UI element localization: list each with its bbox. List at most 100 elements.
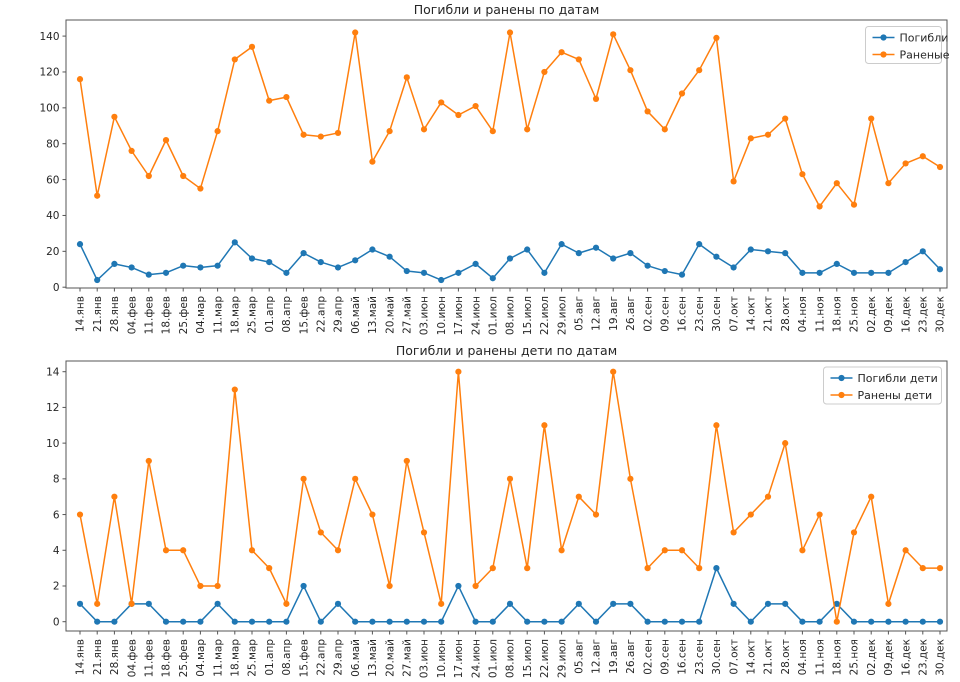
x-tick-label: 26.авг [625,639,637,674]
x-tick-label: 25.ноя [849,296,861,332]
data-point [76,600,84,607]
data-point [506,29,514,36]
x-tick-label: 07.окт [728,296,740,332]
data-point [868,618,875,625]
data-point [180,618,187,625]
data-point [180,172,187,180]
x-tick-label: 04.фев [126,639,138,677]
data-point [386,582,393,590]
data-point [610,368,617,375]
data-point [764,493,772,500]
data-point [610,31,617,38]
data-point [94,276,101,284]
data-point [352,29,359,36]
data-point [506,600,514,607]
x-tick-label: 01.апр [264,639,276,676]
x-tick-label: 01.июл [488,639,500,678]
data-point [592,95,600,102]
data-point [661,618,668,625]
data-point [730,600,737,607]
data-point [764,248,772,255]
data-point [592,244,600,251]
x-tick-label: 11.ноя [814,296,826,332]
data-point [334,129,342,137]
data-point [885,618,892,625]
y-tick-label: 10 [46,438,59,450]
data-point [868,269,875,276]
x-tick-label: 09.дек [883,639,895,676]
data-point [919,153,926,160]
data-point [833,180,840,187]
data-point [472,102,479,110]
x-tick-label: 27.май [402,296,414,334]
x-tick-label: 22.июл [539,639,551,678]
x-tick-label: 01.апр [264,296,276,333]
x-tick-label: 16.дек [900,639,912,676]
data-point [352,257,359,264]
data-point [438,618,445,625]
data-point [76,76,84,83]
data-point [489,565,496,572]
legend-label: Ранены дети [858,389,933,402]
data-point [386,253,393,260]
data-point [592,618,600,625]
data-point [627,250,634,257]
data-point [214,128,221,135]
data-point [850,269,858,276]
data-point [214,582,221,590]
data-point [214,262,221,269]
data-point [403,267,410,275]
x-tick-label: 08.апр [281,639,293,676]
data-point [283,618,290,625]
data-point [248,547,256,554]
data-point [575,250,582,257]
x-tick-label: 06.май [350,639,362,677]
data-point [180,547,187,554]
y-tick-label: 0 [53,616,60,628]
data-point [197,264,204,271]
data-point [94,600,101,607]
x-tick-label: 21.янв [92,639,104,675]
data-point [816,203,823,210]
data-point [524,246,531,253]
data-point [197,582,204,590]
data-point [317,258,324,266]
data-point [420,618,428,625]
data-point [782,250,789,257]
x-tick-label: 18.фев [161,639,173,677]
data-point [283,93,290,101]
data-point [558,547,565,554]
data-point [283,269,290,276]
x-tick-label: 09.сен [660,639,672,675]
data-point [713,253,720,260]
y-tick-label: 8 [53,474,60,486]
data-point [300,582,307,590]
x-tick-label: 14.окт [746,296,758,332]
x-tick-label: 28.окт [780,296,792,332]
legend-label: Погибли дети [858,372,938,385]
data-point [352,475,359,482]
data-point [145,457,152,465]
x-tick-label: 30.сен [711,296,723,332]
data-point [919,565,926,572]
data-point [747,135,754,142]
data-point [266,258,273,266]
data-point [678,271,686,278]
data-point [438,99,445,106]
data-point [782,440,789,447]
data-point [197,618,204,625]
x-tick-label: 11.мар [212,296,224,334]
x-tick-label: 02.сен [642,296,654,332]
x-tick-label: 26.авг [625,296,637,331]
data-point [438,600,445,607]
data-point [936,618,944,625]
data-point [111,260,118,267]
x-tick-label: 02.дек [866,296,878,333]
data-point [816,511,823,518]
data-point [713,34,720,41]
data-point [936,266,944,273]
data-point [558,241,565,248]
data-point [472,260,479,267]
data-point [799,618,806,625]
y-tick-label: 40 [46,210,59,222]
